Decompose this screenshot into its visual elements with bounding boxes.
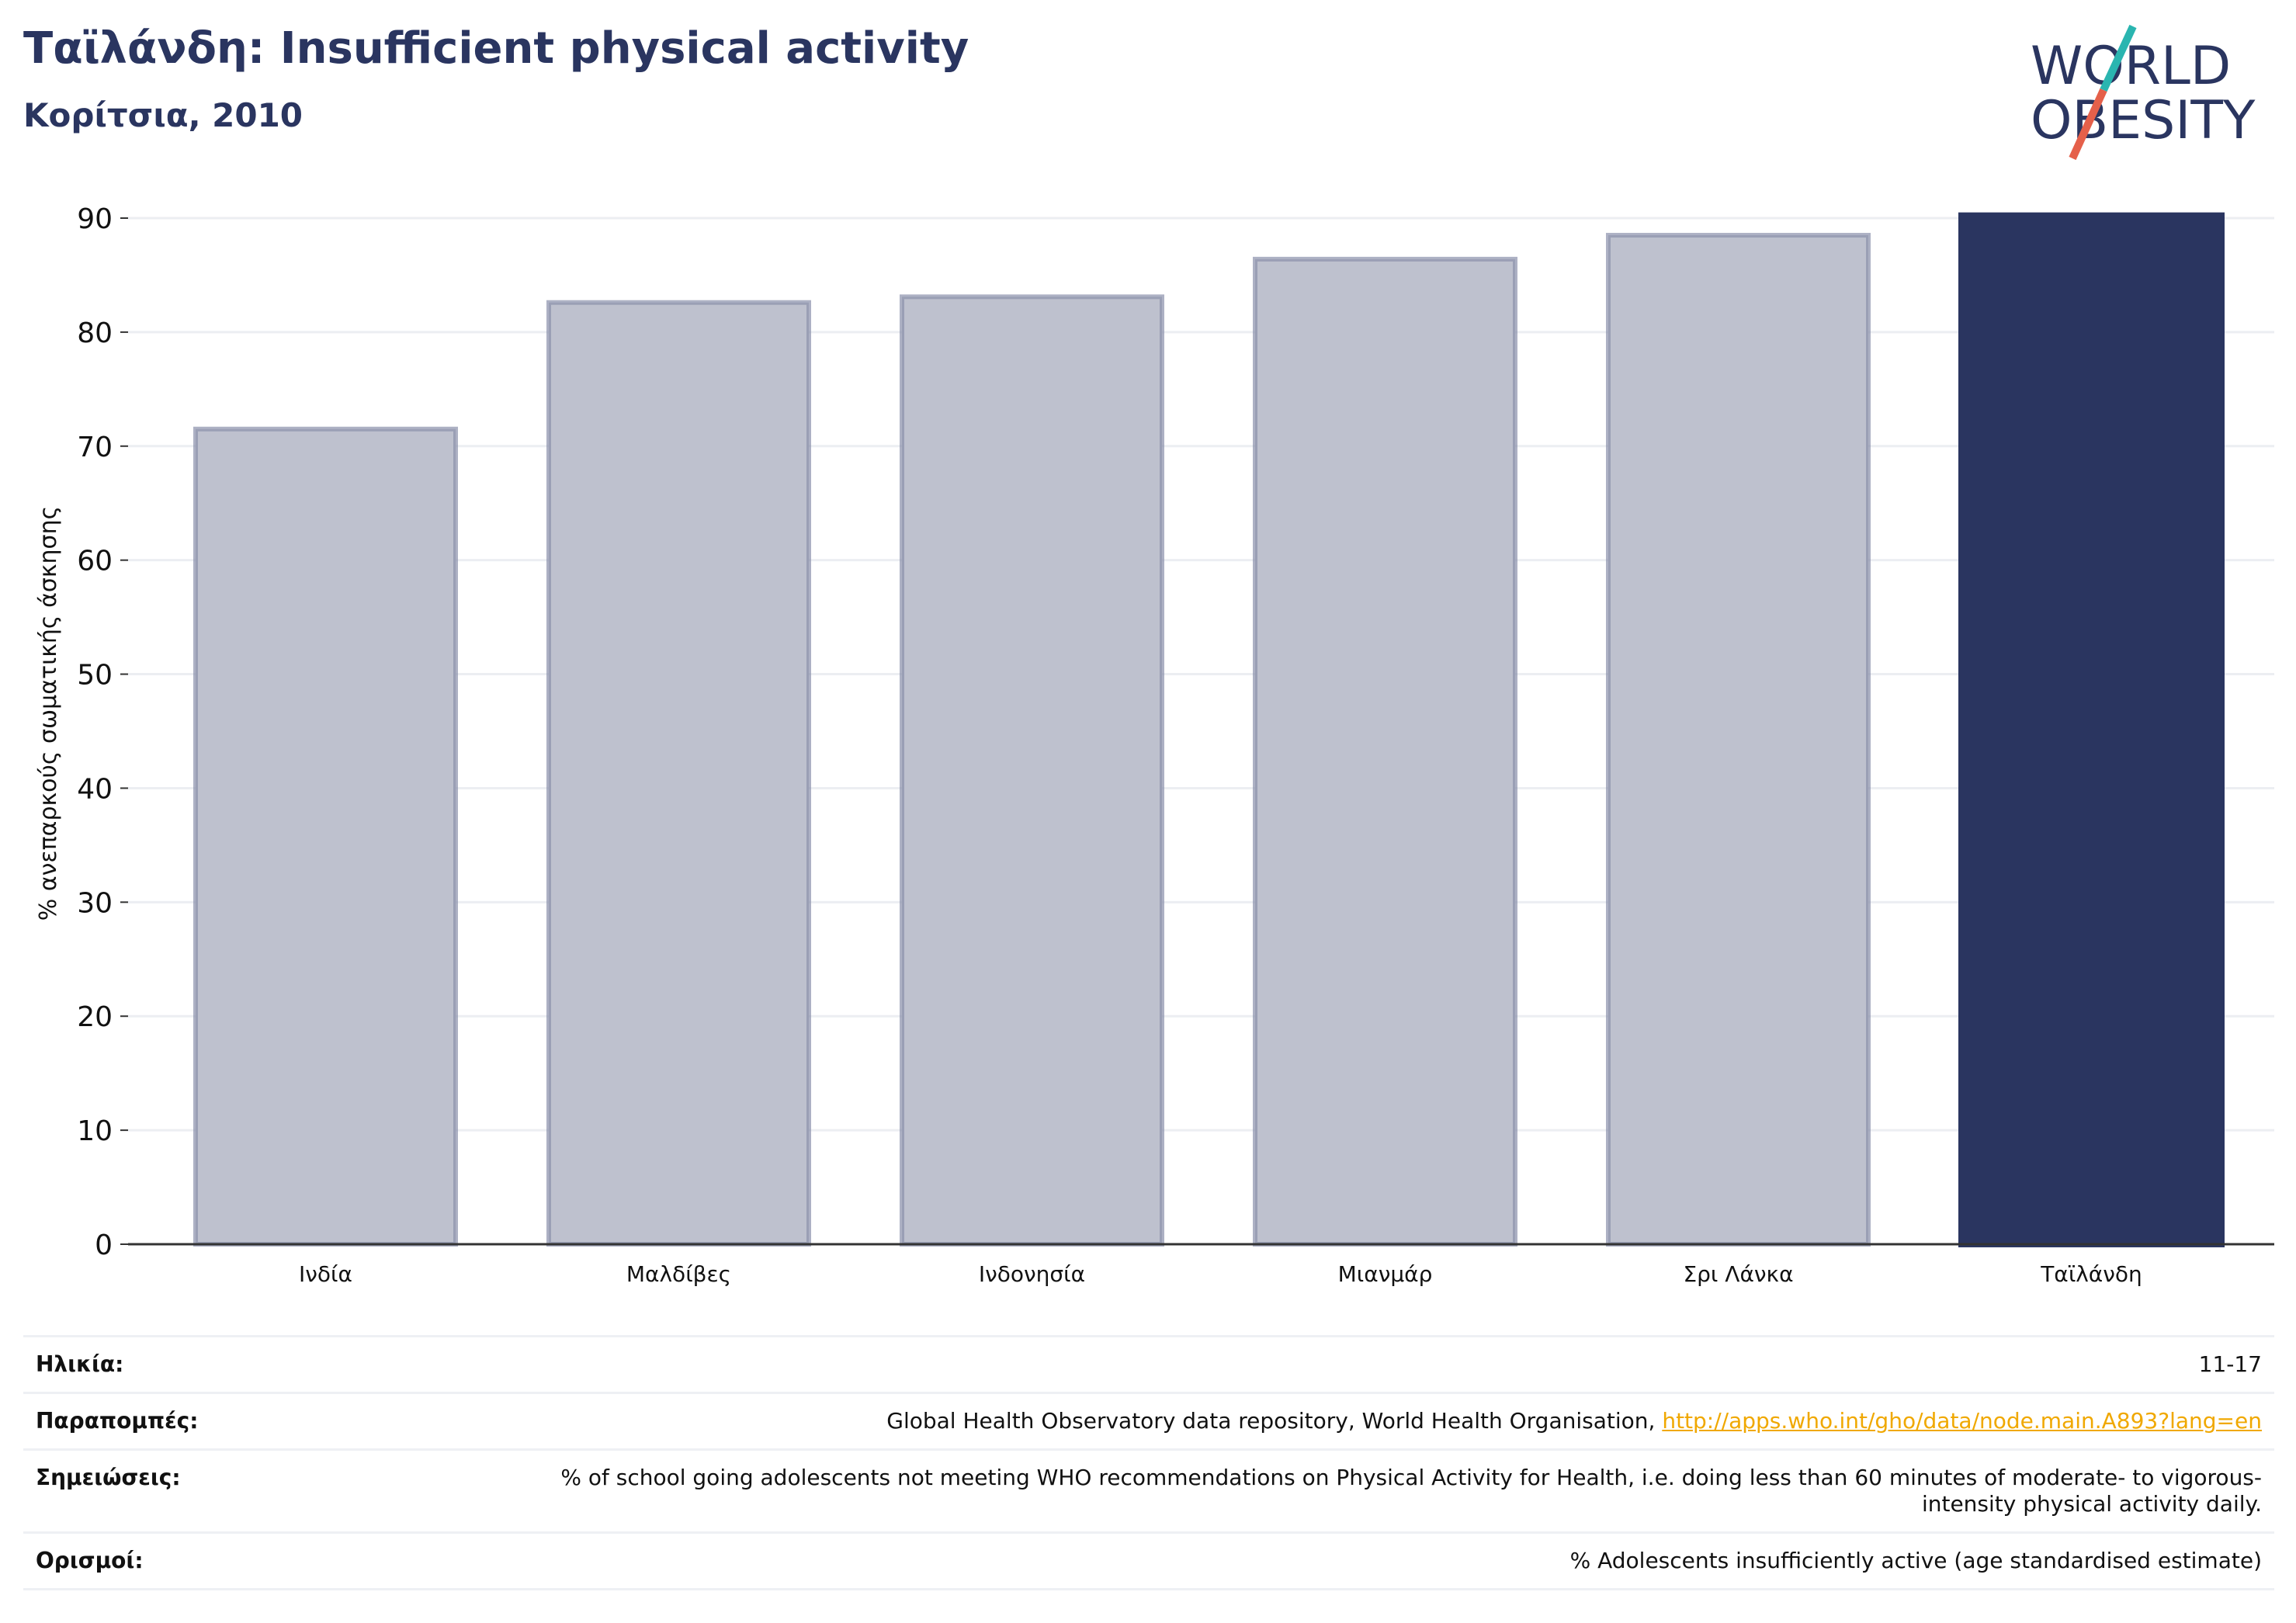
bar (549, 303, 809, 1244)
age-value: 11-17 (2199, 1351, 2262, 1378)
references-link[interactable]: http://apps.who.int/gho/data/node.main.A… (1662, 1408, 2262, 1434)
bar (1255, 259, 1515, 1244)
y-tick-label: 0 (95, 1229, 113, 1261)
y-tick-label: 10 (77, 1115, 113, 1147)
bar-chart: 0 10 20 30 40 50 60 70 80 90 % ανεπαρκούς σωματική… (0, 0, 2296, 1320)
y-tick-label: 40 (77, 773, 113, 805)
footer-row-definitions: Ορισμοί: % Adolescents insufficiently ac… (23, 1531, 2274, 1590)
x-tick-label: Μαλδίβες (626, 1261, 731, 1287)
x-tick-label: Ινδονησία (979, 1261, 1085, 1287)
age-label: Ηλικία: (36, 1351, 123, 1377)
x-tick-label: Ταϊλάνδη (2040, 1261, 2142, 1287)
y-tick-label: 20 (77, 1001, 113, 1033)
x-tick-label: Σρι Λάνκα (1683, 1261, 1793, 1287)
x-tick-label: Μιανμάρ (1338, 1261, 1433, 1287)
footer-row-notes: Σημειώσεις: % of school going adolescent… (23, 1448, 2274, 1531)
notes-value: % of school going adolescents not meetin… (477, 1465, 2262, 1517)
bar-highlight (1958, 213, 2225, 1247)
bar (196, 429, 456, 1244)
chart-footer: Ηλικία: 11-17 Παραπομπές: Global Health … (23, 1335, 2274, 1590)
y-tick-label: 30 (77, 887, 113, 919)
y-tick-label: 80 (77, 317, 113, 349)
bar (902, 297, 1162, 1244)
references-label: Παραπομπές: (36, 1408, 198, 1434)
footer-row-references: Παραπομπές: Global Health Observatory da… (23, 1392, 2274, 1448)
definitions-label: Ορισμοί: (36, 1548, 144, 1573)
x-tick-label: Ινδία (299, 1261, 352, 1287)
definitions-value: % Adolescents insufficiently active (age… (1570, 1548, 2262, 1574)
references-value: Global Health Observatory data repositor… (886, 1408, 2262, 1434)
y-tick-label: 60 (77, 546, 113, 577)
y-tick-label: 50 (77, 660, 113, 692)
references-text: Global Health Observatory data repositor… (886, 1408, 1662, 1434)
y-tick-label: 90 (77, 203, 113, 235)
footer-row-age: Ηλικία: 11-17 (23, 1335, 2274, 1392)
notes-label: Σημειώσεις: (36, 1465, 181, 1490)
bar (1608, 235, 1868, 1244)
y-tick-label: 70 (77, 432, 113, 463)
y-axis-label: % ανεπαρκούς σωματικής άσκησης (35, 506, 62, 921)
